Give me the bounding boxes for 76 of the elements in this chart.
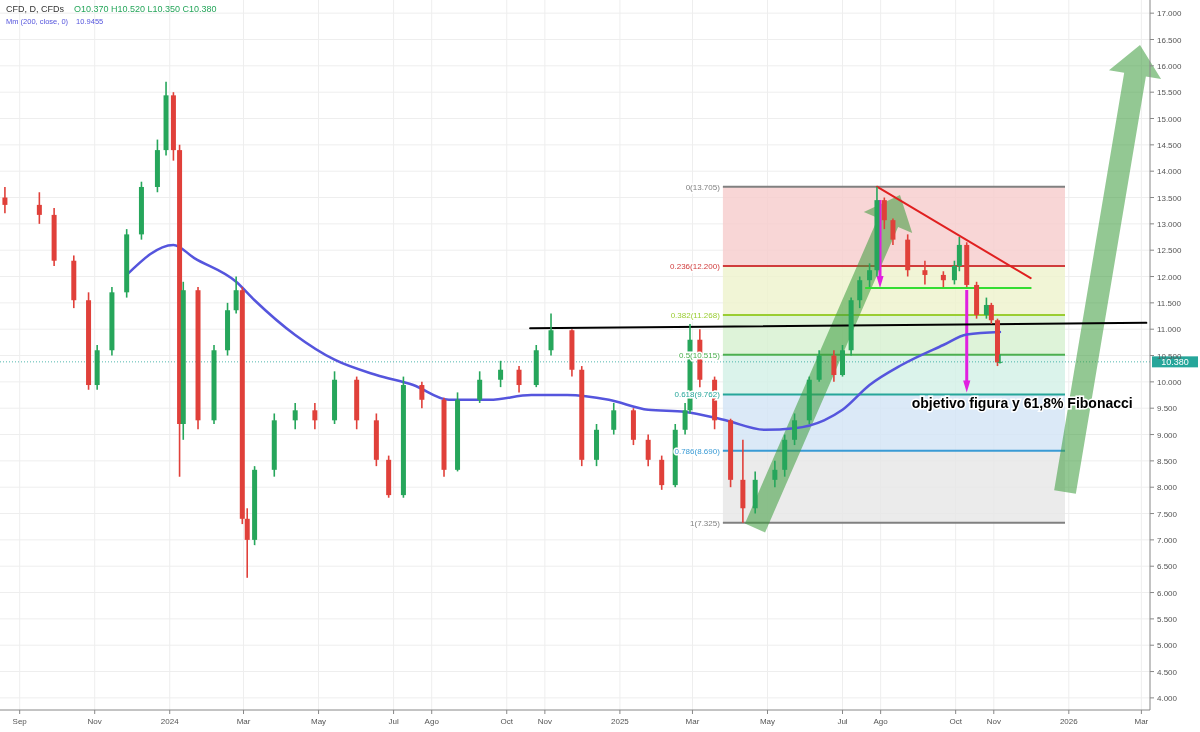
x-tick-label: Mar [236, 717, 251, 726]
candlestick [548, 312, 554, 357]
y-tick-label: 13.000 [1157, 219, 1183, 229]
y-tick-label: 8.500 [1157, 456, 1178, 466]
x-tick-label: 2026 [1059, 717, 1079, 726]
x-tick-label: Mar [685, 717, 700, 726]
candlestick [233, 275, 239, 315]
y-tick-label: 14.500 [1157, 140, 1183, 150]
y-tick-label: 15.000 [1157, 114, 1183, 124]
candlestick [611, 402, 617, 436]
y-tick-label: 13.500 [1157, 193, 1183, 203]
candlestick [645, 433, 651, 467]
x-tick-label: Sep [12, 717, 28, 726]
candlestick [956, 236, 962, 273]
y-tick-label: 10.000 [1157, 377, 1183, 387]
candlestick [881, 196, 887, 230]
candlestick [292, 402, 298, 431]
x-tick-label: Nov [986, 717, 1001, 726]
x-tick-label: May [759, 717, 776, 726]
y-tick-label: 12.500 [1157, 246, 1183, 256]
y-tick-label: 5.000 [1157, 641, 1178, 651]
candlestick [312, 402, 318, 431]
y-tick-label: 8.000 [1157, 483, 1178, 493]
x-tick-label: Oct [949, 717, 963, 726]
candlestick [951, 259, 957, 286]
candlestick [792, 412, 798, 446]
y-tick-label: 4.500 [1157, 667, 1178, 677]
y-tick-label: 5.500 [1157, 614, 1178, 624]
ref-line-label: 0(13.705) [685, 182, 721, 192]
ref-line-label: 0.382(11.268) [670, 311, 721, 321]
candlestick [922, 259, 928, 286]
candlestick [36, 191, 42, 225]
y-tick-label: 16.000 [1157, 61, 1183, 71]
x-tick-label: Mar [1134, 717, 1149, 726]
x-tick-label: Nov [87, 717, 102, 726]
x-tick-label: 2025 [610, 717, 630, 726]
x-tick-label: 2024 [160, 717, 180, 726]
candlestick [498, 359, 504, 388]
y-tick-label: 6.000 [1157, 588, 1178, 598]
y-tick-label: 17.000 [1157, 9, 1183, 19]
candlestick [477, 370, 483, 404]
y-tick-label: 15.500 [1157, 88, 1183, 98]
x-tick-label: Ago [424, 717, 440, 726]
x-tick-label: May [310, 717, 327, 726]
y-tick-label: 7.000 [1157, 535, 1178, 545]
text: CFD, D, CFDs [6, 4, 64, 14]
candlestick [890, 217, 896, 246]
ref-line-label: 0.236(12.200) [670, 261, 721, 271]
candlestick [419, 381, 425, 409]
y-tick-label: 12.000 [1157, 272, 1183, 282]
ref-line-label: 1(7.325) [690, 518, 721, 528]
y-tick-label: 11.000 [1157, 325, 1182, 335]
y-tick-label: 7.500 [1157, 509, 1178, 519]
candlestick [831, 349, 837, 383]
y-tick-label: 4.000 [1157, 693, 1178, 703]
y-tick-label: 9.000 [1157, 430, 1178, 440]
x-tick-label: Ago [873, 717, 889, 726]
annotation: objetivo figura y 61,8% Fibonacci [911, 395, 1133, 412]
candlestick [997, 353, 1003, 365]
candlestick [988, 302, 994, 325]
candlestick [857, 275, 863, 309]
y-tick-label: 6.500 [1157, 562, 1178, 572]
text: O10.370 H10.520 L10.350 C10.380 [74, 4, 217, 14]
x-tick-label: Nov [537, 717, 552, 726]
y-tick-label: 16.500 [1157, 35, 1183, 45]
candlestick [772, 460, 778, 488]
y-tick-label: 14.000 [1157, 167, 1183, 177]
y-tick-label: 9.500 [1157, 404, 1178, 414]
candlestick [2, 186, 8, 215]
x-tick-label: Jul [388, 717, 399, 726]
candlestick [867, 262, 873, 288]
x-tick-label: Jul [837, 717, 848, 726]
candlestick [516, 365, 522, 394]
y-tick-label: 11.500 [1157, 298, 1182, 308]
x-tick-label: Oct [500, 717, 514, 726]
candlestick [983, 296, 989, 320]
